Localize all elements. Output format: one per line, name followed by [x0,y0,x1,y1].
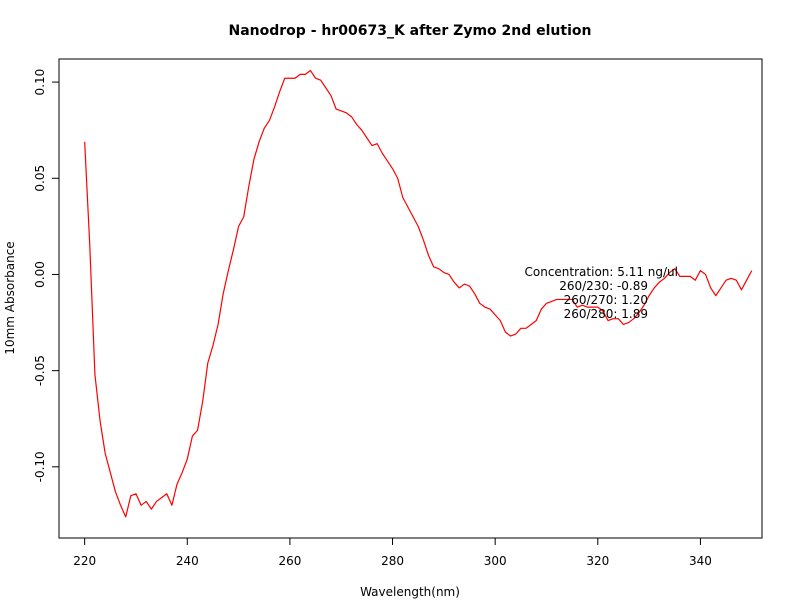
plot-frame [58,58,763,539]
annotation-ratio-260-280: 260/280: 1.89 [564,307,648,321]
annotation-group: Concentration: 5.11 ng/ul 260/230: -0.89… [525,265,679,321]
y-tick-label: -0.10 [33,451,47,482]
annotation-ratio-260-230: 260/230: -0.89 [559,279,648,293]
y-tick-label: 0.00 [33,261,47,288]
annotation-concentration: Concentration: 5.11 ng/ul [525,265,679,279]
annotation-ratio-260-270: 260/270: 1.20 [564,293,648,307]
chart-title: Nanodrop - hr00673_K after Zymo 2nd elut… [229,23,592,39]
absorbance-series-line [84,69,753,518]
x-tick-label: 240 [176,554,199,568]
y-tick-label: 0.05 [33,165,47,192]
x-tick-label: 220 [73,554,96,568]
x-tick-label: 280 [381,554,404,568]
y-axis: -0.10 -0.05 0.00 0.05 0.10 [33,69,59,482]
y-axis-label: 10mm Absorbance [3,241,17,354]
x-tick-label: 260 [278,554,301,568]
x-axis-label: Wavelength(nm) [360,585,460,599]
x-tick-label: 320 [586,554,609,568]
y-tick-label: -0.05 [33,355,47,386]
x-axis: 220 240 260 280 300 320 340 [73,538,712,568]
y-tick-label: 0.10 [33,69,47,96]
x-tick-label: 340 [689,554,712,568]
series-group [84,69,753,518]
x-tick-label: 300 [484,554,507,568]
